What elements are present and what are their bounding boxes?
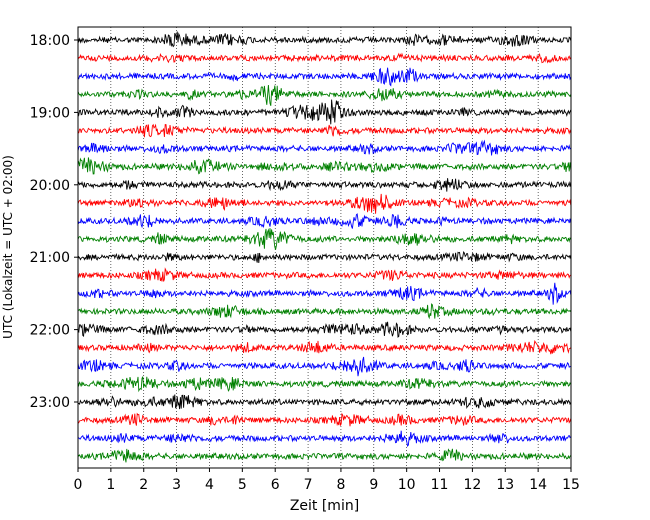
trace-1915 [77,123,572,138]
y-tick-label: 20:00 [30,178,70,194]
x-axis-title: Zeit [min] [290,498,359,514]
trace-2000 [77,178,572,192]
trace-2145 [77,303,572,320]
y-tick-label: 23:00 [30,395,70,411]
x-tick-label: 5 [238,477,247,493]
y-tick-label: 22:00 [30,323,70,339]
trace-1900 [77,99,572,125]
trace-2015 [77,193,572,214]
x-axis: 0 1 2 3 4 5 6 7 8 9 10 11 12 13 14 15 [74,468,580,493]
y-axis: 18:00 19:00 20:00 21:00 22:00 23:00 [30,33,78,411]
x-tick-label: 0 [74,477,83,493]
y-tick-label: 18:00 [30,33,70,49]
trace-1815 [77,52,572,64]
x-tick-label: 4 [205,477,214,493]
x-tick-label: 10 [398,477,416,493]
trace-2030 [77,213,572,229]
x-tick-label: 7 [304,477,313,493]
x-tick-label: 11 [431,477,449,493]
trace-2200 [77,321,572,338]
y-tick-label: 21:00 [30,250,70,266]
trace-2230 [77,356,571,377]
trace-2330 [77,430,572,448]
x-tick-label: 6 [271,477,280,493]
trace-2130 [77,282,572,305]
trace-1945 [77,157,572,175]
x-tick-label: 8 [336,477,345,493]
x-tick-label: 13 [496,477,514,493]
x-tick-label: 14 [529,477,547,493]
trace-2345 [77,448,572,463]
trace-2245 [77,376,572,393]
y-axis-title: UTC (Lokalzeit = UTC + 02:00) [1,155,15,339]
y-tick-label: 19:00 [30,105,70,121]
trace-1830 [77,67,572,87]
trace-2215 [77,339,572,355]
trace-1845 [77,85,572,106]
trace-2315 [77,412,572,427]
seismic-traces [77,31,572,463]
x-tick-label: 12 [463,477,481,493]
trace-1800 [77,31,572,48]
x-tick-label: 1 [106,477,115,493]
trace-2045 [77,228,572,250]
trace-2115 [77,267,571,282]
plot-frame [77,26,572,469]
x-tick-label: 15 [562,477,580,493]
x-tick-label: 3 [172,477,181,493]
x-tick-label: 2 [139,477,148,493]
trace-1930 [77,139,572,156]
trace-2300 [77,394,572,410]
x-tick-label: 9 [369,477,378,493]
trace-2100 [77,250,572,263]
